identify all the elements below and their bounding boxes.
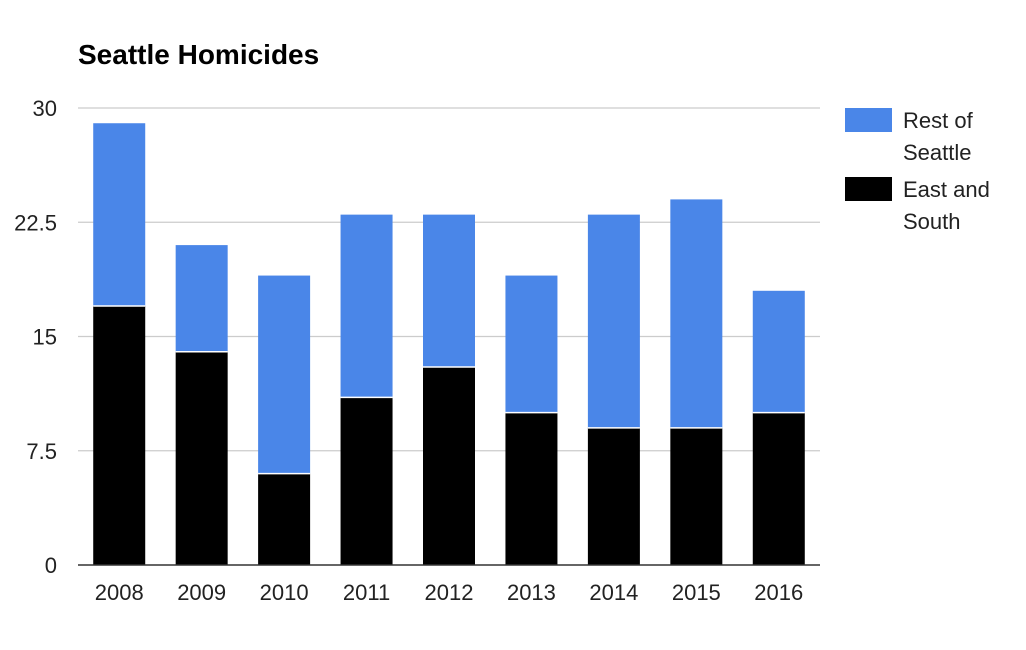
legend-swatch [845, 177, 892, 201]
legend-label: Rest of [903, 108, 974, 133]
x-axis-ticks: 2008 2009 2010 2011 2012 2013 2014 2015 2016 [95, 580, 804, 605]
bar-segment-rest-of-seattle [93, 123, 146, 307]
bar-segment-east-and-south [587, 427, 640, 565]
bar-segment-rest-of-seattle [258, 275, 311, 474]
y-axis-ticks: 0 7.5 15 22.5 30 [14, 96, 57, 578]
bar-segment-rest-of-seattle [423, 214, 475, 367]
x-tick-label: 2010 [260, 580, 309, 605]
x-tick-label: 2012 [425, 580, 474, 605]
legend-swatch [845, 108, 892, 132]
y-tick-label: 30 [33, 96, 57, 121]
legend-label: Seattle [903, 140, 972, 165]
chart-title: Seattle Homicides [78, 39, 319, 70]
x-tick-label: 2015 [672, 580, 721, 605]
bar-segment-east-and-south [93, 306, 146, 565]
bar-segment-rest-of-seattle [505, 275, 558, 413]
y-tick-label: 7.5 [26, 439, 57, 464]
bar-segment-east-and-south [340, 397, 393, 565]
y-tick-label: 0 [45, 553, 57, 578]
x-tick-label: 2009 [177, 580, 226, 605]
bar-segment-east-and-south [670, 427, 723, 565]
y-tick-label: 15 [33, 325, 57, 350]
x-tick-label: 2013 [507, 580, 556, 605]
x-tick-label: 2014 [589, 580, 638, 605]
y-tick-label: 22.5 [14, 210, 57, 235]
bar-segment-rest-of-seattle [175, 245, 228, 352]
bar-segment-rest-of-seattle [587, 214, 640, 428]
legend-label: East and [903, 177, 990, 202]
bar-segment-rest-of-seattle [752, 290, 805, 413]
legend-label: South [903, 209, 961, 234]
legend: Rest of Seattle East and South [845, 108, 990, 234]
bar-segment-rest-of-seattle [340, 214, 393, 398]
bar-segment-east-and-south [175, 351, 228, 565]
x-tick-label: 2011 [343, 580, 390, 605]
bar-segment-east-and-south [505, 412, 558, 565]
x-tick-label: 2016 [754, 580, 803, 605]
bar-segment-east-and-south [258, 473, 311, 565]
bar-segment-rest-of-seattle [670, 199, 723, 428]
bar-segment-east-and-south [752, 412, 805, 565]
x-tick-label: 2008 [95, 580, 144, 605]
bars [93, 123, 805, 565]
bar-segment-east-and-south [423, 366, 475, 565]
